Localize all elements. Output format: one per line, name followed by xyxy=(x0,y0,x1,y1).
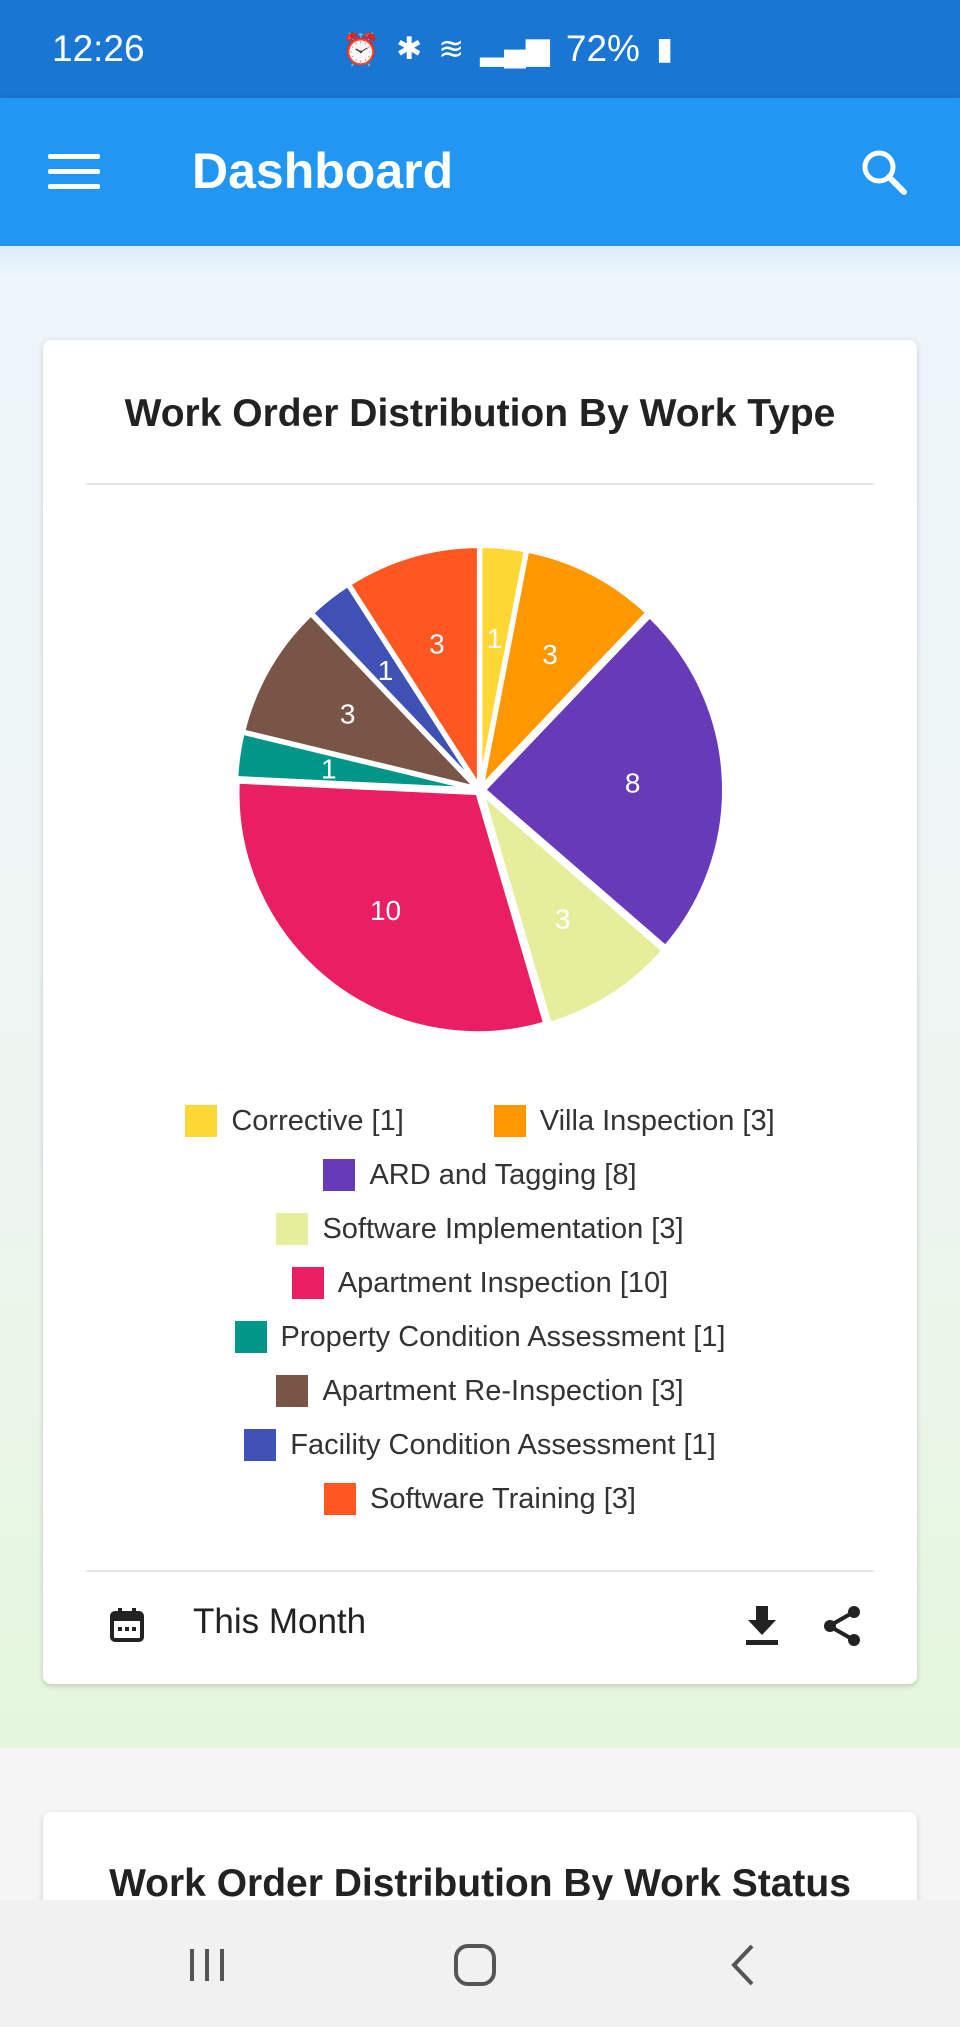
legend-row: Software Implementation [3] xyxy=(86,1202,874,1256)
pie-slice-villa-inspection[interactable] xyxy=(478,548,651,793)
legend-row: Software Training [3] xyxy=(86,1472,874,1526)
legend-row: Apartment Re-Inspection [3] xyxy=(86,1364,874,1418)
legend-item[interactable]: Facility Condition Assessment [1] xyxy=(244,1429,716,1462)
pie-value-label: 1 xyxy=(487,623,503,654)
work-type-card-title: Work Order Distribution By Work Type xyxy=(124,392,836,435)
search-icon[interactable] xyxy=(858,146,910,198)
legend-swatch xyxy=(493,1105,526,1137)
pie-value-label: 1 xyxy=(321,753,337,784)
pie-value-label: 3 xyxy=(340,699,356,730)
pie-slice-ard-and-tagging[interactable] xyxy=(481,613,726,950)
legend-row: Facility Condition Assessment [1] xyxy=(86,1418,874,1472)
legend-row: Apartment Inspection [10] xyxy=(86,1256,874,1310)
calendar-icon[interactable] xyxy=(109,1607,145,1643)
legend-label: Apartment Inspection [10] xyxy=(337,1266,669,1299)
recent-apps-icon[interactable] xyxy=(186,1945,228,1985)
legend-label: ARD and Tagging [8] xyxy=(369,1158,637,1191)
legend-label: Software Implementation [3] xyxy=(322,1212,684,1245)
status-time: 12:26 xyxy=(52,28,145,69)
legend-swatch xyxy=(276,1213,309,1245)
work-status-card-title: Work Order Distribution By Work Status xyxy=(109,1862,851,1905)
download-icon[interactable] xyxy=(742,1604,782,1648)
legend-row: Property Condition Assessment [1] xyxy=(86,1310,874,1364)
alarm-icon: ⏰ xyxy=(341,31,381,67)
legend-swatch xyxy=(323,1159,356,1191)
back-icon[interactable] xyxy=(726,1942,760,1988)
pie-slice-apartment-re-inspection[interactable] xyxy=(240,611,483,792)
legend-label: Corrective [1] xyxy=(231,1104,404,1137)
pie-value-label: 3 xyxy=(542,639,558,670)
legend-item[interactable]: Villa Inspection [3] xyxy=(493,1104,775,1138)
legend-item[interactable]: Apartment Inspection [10] xyxy=(291,1266,669,1300)
home-icon[interactable] xyxy=(452,1942,498,1988)
legend-swatch xyxy=(185,1105,218,1137)
legend-swatch xyxy=(291,1267,324,1299)
legend-item[interactable]: ARD and Tagging [8] xyxy=(323,1158,637,1192)
legend-item[interactable]: Corrective [1] xyxy=(185,1104,404,1138)
share-icon[interactable] xyxy=(822,1604,862,1648)
legend-swatch xyxy=(324,1483,356,1515)
legend-label: Apartment Re-Inspection [3] xyxy=(322,1374,684,1407)
signal-icon: ▂▄▆ xyxy=(480,31,550,66)
legend-label: Facility Condition Assessment [1] xyxy=(290,1428,716,1461)
legend-item[interactable]: Apartment Re-Inspection [3] xyxy=(276,1374,684,1408)
bluetooth-icon: ✱ xyxy=(396,31,423,66)
status-icons: ⏰ ✱ ≋ ▂▄▆ 72% ▮ xyxy=(342,28,673,70)
legend-swatch xyxy=(234,1321,267,1353)
pie-value-label: 10 xyxy=(370,895,401,926)
legend-label: Villa Inspection [3] xyxy=(539,1104,775,1137)
battery-icon: ▮ xyxy=(655,31,673,66)
legend-swatch xyxy=(276,1375,309,1407)
legend-item[interactable]: Software Implementation [3] xyxy=(276,1212,684,1246)
legend-row: Corrective [1] Villa Inspection [3] xyxy=(86,1094,874,1148)
period-selector[interactable]: This Month xyxy=(193,1602,367,1641)
pie-value-label: 8 xyxy=(625,768,641,799)
card-footer-divider xyxy=(86,1570,874,1572)
app-bar: Dashboard xyxy=(0,98,960,246)
status-bar: 12:26 ⏰ ✱ ≋ ▂▄▆ 72% ▮ xyxy=(0,0,960,98)
pie-slice-software-implementation[interactable] xyxy=(478,787,667,1027)
hamburger-menu-icon[interactable] xyxy=(48,154,100,190)
legend-item[interactable]: Property Condition Assessment [1] xyxy=(234,1320,726,1354)
legend-row: ARD and Tagging [8] xyxy=(86,1148,874,1202)
legend-item[interactable]: Software Training [3] xyxy=(324,1483,636,1516)
system-navigation-bar xyxy=(0,1900,960,2027)
pie-slice-software-training[interactable] xyxy=(346,544,481,793)
chart-legend: Corrective [1] Villa Inspection [3] ARD an… xyxy=(86,1094,874,1526)
card-header-divider xyxy=(86,483,874,485)
legend-label: Software Training [3] xyxy=(370,1482,636,1515)
legend-label: Property Condition Assessment [1] xyxy=(280,1320,726,1353)
legend-swatch xyxy=(244,1429,277,1461)
wifi-icon: ≋ xyxy=(438,31,465,66)
page-title: Dashboard xyxy=(192,143,454,199)
battery-percent: 72% xyxy=(565,28,640,69)
pie-slice-apartment-inspection[interactable] xyxy=(235,779,548,1036)
pie-value-label: 3 xyxy=(429,628,445,659)
pie-value-label: 3 xyxy=(555,904,571,935)
pie-value-label: 1 xyxy=(378,655,394,686)
